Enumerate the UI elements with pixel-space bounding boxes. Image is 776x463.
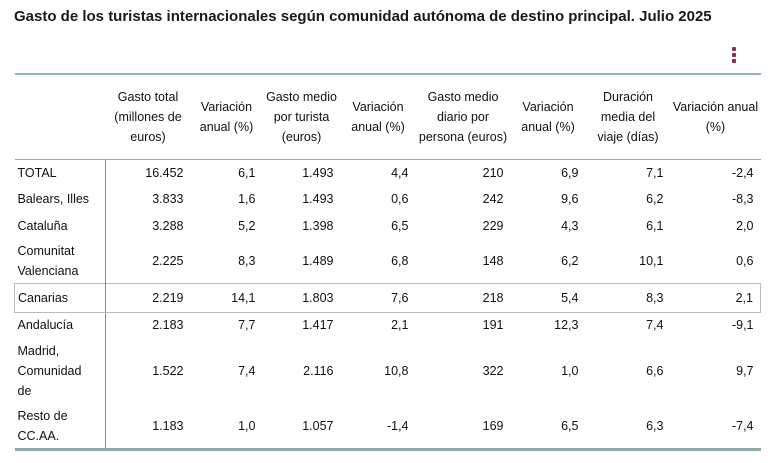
table-cell: 148	[482, 254, 504, 269]
table-cell: 3.288	[152, 218, 184, 233]
table-cell: 5,2	[238, 218, 256, 233]
table-cell: 1.803	[262, 283, 341, 313]
table-cell: 9,6	[561, 191, 579, 206]
table-row: Cataluña 3.288 5,2 1.398 6,5 229 4,3 6,1 2,0	[14, 211, 761, 240]
table-cell: 1.489	[302, 254, 334, 269]
table-cell: 5,4	[510, 283, 586, 313]
column-header	[14, 74, 106, 160]
column-header: Variación anual (%)	[190, 74, 263, 160]
table-row: Canarias 2.219 14,1 1.803 7,6 218 5,4 8,3 2,1	[14, 283, 761, 313]
row-label: Comunitat Valenciana	[14, 239, 106, 284]
table-cell: 218	[415, 283, 511, 313]
row-label: Canarias	[14, 283, 106, 313]
table-cell: 12,3	[554, 318, 579, 333]
table-cell: 7,7	[238, 318, 256, 333]
data-table: Gasto total (millones de euros) Variació…	[14, 73, 761, 451]
table-cell: 7,1	[646, 165, 664, 180]
table-cell: 14,1	[190, 283, 263, 313]
table-cell: 169	[482, 418, 504, 433]
column-header: Gasto total (millones de euros)	[105, 74, 191, 160]
table-cell: 1.183	[152, 418, 184, 433]
table-cell: 6,8	[391, 254, 409, 269]
table-cell: 2.116	[303, 363, 334, 378]
table-cell: 9,7	[736, 363, 754, 378]
table-cell: 1.493	[302, 165, 334, 180]
table-cell: 6,1	[238, 165, 256, 180]
column-header: Gasto medio diario por persona (euros)	[415, 74, 511, 160]
table-cell: 6,5	[391, 218, 409, 233]
table-cell: -2,4	[731, 165, 754, 180]
table-cell: 191	[482, 318, 504, 333]
table-cell: 8,3	[238, 254, 256, 269]
table-cell: 2,1	[391, 318, 409, 333]
column-header: Duración media del viaje (días)	[585, 74, 671, 160]
table-cell: 6,5	[561, 418, 579, 433]
table-row: Comunitat Valenciana 2.225 8,3 1.489 6,8 148 6…	[14, 239, 761, 284]
row-label: Balears, Illes	[14, 185, 106, 212]
column-header: Gasto medio por turista (euros)	[262, 74, 341, 160]
table-cell: 4,4	[391, 165, 409, 180]
table-cell: -1,4	[386, 418, 409, 433]
table-cell: 6,1	[646, 218, 664, 233]
table-cell: 10,1	[639, 254, 664, 269]
table-cell: -9,1	[731, 318, 754, 333]
table-cell: 322	[482, 363, 504, 378]
table-cell: 6,2	[561, 254, 579, 269]
table-cell: 2.219	[105, 283, 191, 313]
table-cell: 229	[482, 218, 504, 233]
row-label: Madrid, Comunidad de	[14, 337, 106, 404]
table-cell: -8,3	[731, 191, 754, 206]
table-cell: 7,4	[238, 363, 256, 378]
table-cell: 6,2	[646, 191, 664, 206]
table-cell: 1,6	[238, 191, 256, 206]
table-cell: 1.057	[302, 418, 334, 433]
table-cell: 10,8	[384, 363, 409, 378]
table-cell: -7,4	[731, 418, 754, 433]
table-cell: 2.225	[152, 254, 184, 269]
table-cell: 210	[482, 165, 504, 180]
table-cell: 16.452	[145, 165, 184, 180]
table-cell: 4,3	[561, 218, 579, 233]
table-cell: 1.398	[302, 218, 334, 233]
table-cell: 1.493	[302, 191, 334, 206]
table-cell: 242	[482, 191, 504, 206]
table-cell: 7,6	[340, 283, 416, 313]
header-row: Gasto total (millones de euros) Variació…	[14, 74, 761, 160]
table-cell: 2,0	[736, 218, 754, 233]
table-cell: 2.183	[152, 318, 184, 333]
table-cell: 0,6	[391, 191, 409, 206]
column-header: Variación anual (%)	[340, 74, 416, 160]
table-cell: 2,1	[670, 283, 761, 313]
kebab-menu-icon[interactable]	[731, 47, 737, 65]
table-cell: 1.417	[302, 318, 334, 333]
row-label: Resto de CC.AA.	[14, 403, 106, 450]
table-row: Balears, Illes 3.833 1,6 1.493 0,6 242 9,6 6,2 -…	[14, 185, 761, 212]
table-cell: 3.833	[152, 191, 184, 206]
table-title: Gasto de los turistas internacionales se…	[14, 8, 712, 25]
table-row: TOTAL 16.452 6,1 1.493 4,4 210 6,9 7,1 -2,4	[14, 159, 761, 186]
table-cell: 6,3	[646, 418, 664, 433]
table-cell: 6,9	[561, 165, 579, 180]
table-cell: 1,0	[561, 363, 579, 378]
row-label: Andalucía	[14, 312, 106, 338]
table-cell: 1,0	[238, 418, 256, 433]
table-cell: 1.522	[152, 363, 184, 378]
table-row: Andalucía 2.183 7,7 1.417 2,1 191 12,3 7,4 -9,1	[14, 312, 761, 338]
table-cell: 0,6	[736, 254, 754, 269]
row-label: Cataluña	[14, 211, 106, 240]
table-cell: 6,6	[646, 363, 664, 378]
table-row: Madrid, Comunidad de 1.522 7,4 2.116 10,8 322…	[14, 337, 761, 404]
table-row: Resto de CC.AA. 1.183 1,0 1.057 -1,4 169 6,5 6,…	[14, 403, 761, 450]
column-header: Variación anual (%)	[670, 74, 761, 160]
row-label: TOTAL	[14, 159, 106, 186]
table-cell: 8,3	[585, 283, 671, 313]
column-header: Variación anual (%)	[510, 74, 586, 160]
table-cell: 7,4	[646, 318, 664, 333]
